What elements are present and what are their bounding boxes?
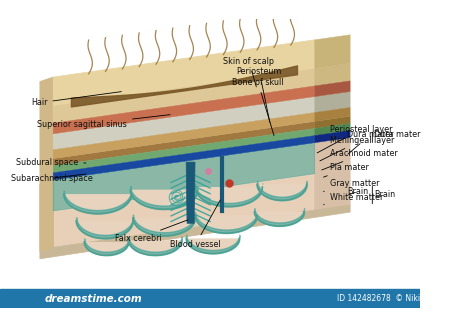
Polygon shape (40, 180, 53, 252)
Text: Periosteum: Periosteum (237, 67, 282, 122)
Polygon shape (195, 215, 257, 233)
Text: Pia mater: Pia mater (323, 163, 369, 177)
Text: Skin of scalp: Skin of scalp (223, 57, 274, 87)
Polygon shape (40, 205, 350, 259)
Text: Dura mater: Dura mater (347, 130, 394, 154)
Polygon shape (315, 138, 350, 210)
Polygon shape (53, 112, 315, 159)
Text: ID 142482678  © Nikita Melnikov: ID 142482678 © Nikita Melnikov (337, 294, 464, 303)
Polygon shape (257, 184, 307, 200)
Polygon shape (128, 240, 182, 255)
Bar (0, 289, 420, 308)
Text: Bone of skull: Bone of skull (232, 78, 284, 136)
Text: Superior sagittal sinus: Superior sagittal sinus (37, 115, 170, 129)
Text: Subdural space: Subdural space (16, 158, 86, 167)
Text: Dura mater: Dura mater (374, 130, 420, 139)
Polygon shape (315, 35, 350, 68)
Polygon shape (84, 242, 128, 255)
Polygon shape (53, 136, 315, 180)
Text: Subarachnoid space: Subarachnoid space (10, 174, 92, 182)
Polygon shape (53, 143, 315, 247)
Text: Falx cerebri: Falx cerebri (115, 220, 188, 243)
Text: Gray matter: Gray matter (324, 179, 379, 191)
Text: Meningeal layer: Meningeal layer (320, 135, 394, 161)
Text: White matter: White matter (324, 193, 383, 205)
Text: Brain: Brain (347, 187, 369, 196)
Polygon shape (53, 96, 315, 150)
Polygon shape (53, 40, 315, 105)
Polygon shape (315, 63, 350, 86)
Polygon shape (53, 121, 315, 166)
Polygon shape (130, 190, 198, 209)
Polygon shape (76, 221, 133, 238)
Text: dreamstime.com: dreamstime.com (45, 294, 142, 304)
Polygon shape (133, 218, 195, 236)
Polygon shape (53, 86, 315, 134)
Text: Hair: Hair (31, 92, 121, 107)
Polygon shape (53, 68, 315, 123)
Polygon shape (315, 81, 350, 96)
Text: Arachnoid mater: Arachnoid mater (322, 149, 398, 170)
Polygon shape (40, 77, 53, 252)
Text: Blood vessel: Blood vessel (170, 200, 221, 249)
Text: Brain: Brain (374, 190, 395, 199)
Polygon shape (255, 212, 304, 226)
Polygon shape (315, 108, 350, 121)
Polygon shape (186, 162, 195, 223)
Polygon shape (195, 187, 263, 206)
Polygon shape (186, 238, 239, 253)
Polygon shape (53, 129, 315, 173)
Polygon shape (315, 123, 350, 136)
Polygon shape (64, 194, 131, 214)
Polygon shape (315, 116, 350, 129)
Polygon shape (315, 130, 350, 143)
Polygon shape (315, 92, 350, 112)
Text: Periosteal layer: Periosteal layer (317, 125, 392, 153)
Polygon shape (53, 143, 315, 211)
